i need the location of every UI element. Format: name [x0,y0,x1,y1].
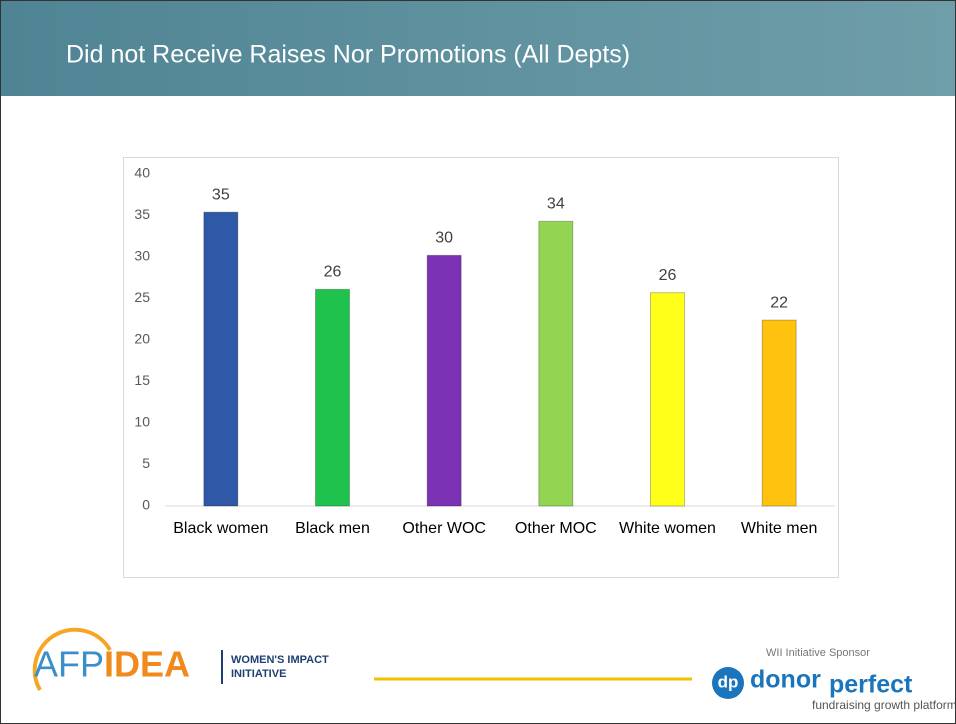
y-tick-label: 15 [134,372,150,388]
x-tick-label: White men [741,520,817,537]
value-label: 22 [770,294,788,311]
value-label: 30 [435,230,453,247]
tagline: fundraising growth platform [812,698,956,712]
value-label: 26 [324,264,342,281]
donorperfect-logo: WII Initiative Sponsor dp donor perfect … [712,647,956,712]
bar [315,288,350,507]
dp-text: dp [718,672,739,691]
wii-line1: WOMEN'S IMPACT [231,654,329,666]
chart-frame [123,157,839,578]
bar [426,254,462,507]
bar [650,292,685,507]
donor-text: donor [750,666,821,694]
bar [538,220,574,507]
y-tick-label: 0 [142,497,150,513]
perfect-text: perfect [829,671,913,699]
afp-logo: AFP IDEA WOMEN'S IMPACT INITIATIVE [32,627,329,691]
y-tick-label: 30 [134,248,150,264]
plot: 0 5 10 15 20 25 30 35 40 Black women 35 Black men 26… [134,165,835,537]
dp-circle [712,667,744,699]
afp-text: AFP [34,644,104,685]
sponsor-text: WII Initiative Sponsor [766,647,870,659]
wii-line2: INITIATIVE [231,668,286,680]
slide-title: Did not Receive Raises Nor Promotions (A… [66,41,630,69]
y-tick-label: 10 [134,414,150,430]
value-label: 26 [659,267,677,284]
logo-arc [32,627,112,691]
x-tick-label: White women [619,520,716,537]
y-tick-label: 35 [134,206,150,222]
idea-text: IDEA [104,644,190,685]
x-tick-label: Black women [173,520,268,537]
x-tick-label: Black men [295,520,370,537]
bar [761,319,797,507]
y-tick-label: 25 [134,289,150,305]
x-tick-label: Other MOC [515,520,597,537]
y-tick-label: 40 [134,165,150,181]
value-label: 34 [547,196,565,213]
bar [203,211,239,507]
value-label: 35 [212,186,230,203]
y-tick-label: 20 [134,331,150,347]
y-tick-label: 5 [142,455,150,471]
header-band [0,0,956,96]
x-tick-label: Other WOC [402,520,486,537]
